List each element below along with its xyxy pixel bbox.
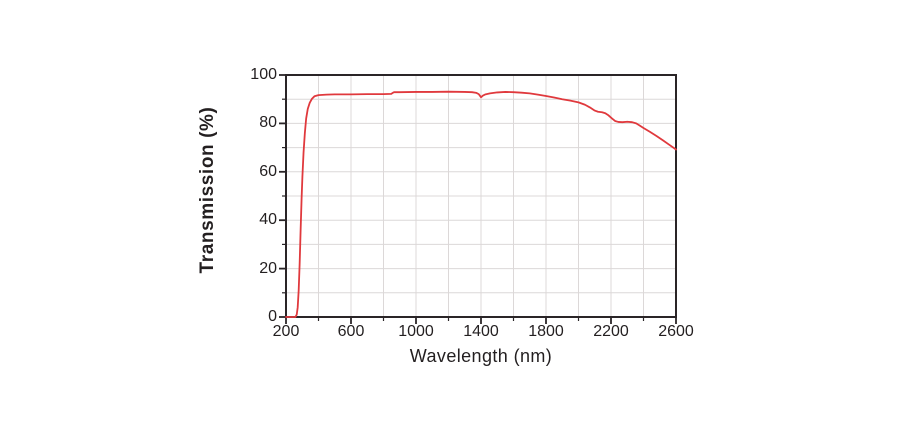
transmission-curve xyxy=(285,90,677,318)
x-tick-label: 1800 xyxy=(528,323,564,340)
y-tick-label: 0 xyxy=(268,308,277,325)
x-tick-label: 1000 xyxy=(398,323,434,340)
x-tick-label: 2200 xyxy=(593,323,629,340)
x-tick-label: 2600 xyxy=(658,323,694,340)
y-tick-label: 60 xyxy=(259,162,277,180)
y-tick-label: 80 xyxy=(259,114,277,132)
x-axis-title: Wavelength (nm) xyxy=(409,346,553,366)
plot-frame xyxy=(285,74,677,318)
y-axis-title: Transmission (%) xyxy=(197,106,218,274)
y-tick-label: 40 xyxy=(259,211,277,229)
x-tick-label: 200 xyxy=(272,323,300,340)
y-tick-label: 20 xyxy=(259,259,277,277)
x-tick-label: 1400 xyxy=(463,323,499,340)
y-tick-label: 100 xyxy=(250,66,277,83)
x-tick-label: 600 xyxy=(337,323,365,340)
